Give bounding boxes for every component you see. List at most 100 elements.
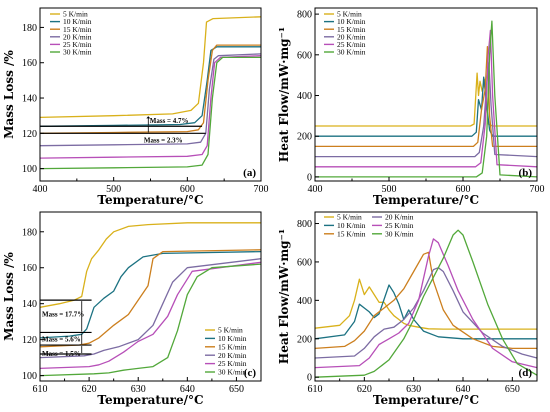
- chart-panel-d: 610 620 630 640 650 0 200 400 600 800 Temperature/…: [277, 211, 538, 407]
- y-tick-label: 600: [297, 257, 312, 268]
- x-tick-label: 630: [406, 384, 421, 395]
- series-line-10k: [314, 284, 537, 340]
- y-tick-label: 800: [297, 10, 312, 21]
- chart-panel-b: 400 500 600 700 0 200 400 600 800 Temperature/°C H…: [277, 7, 545, 207]
- x-axis-title: Temperature/°C: [97, 193, 203, 207]
- x-tick-label: 650: [229, 384, 244, 395]
- legend-entry: 25 K/min: [63, 40, 92, 49]
- y-axis-title: Heat Flow/mW·mg⁻¹: [277, 27, 291, 162]
- legend-entry: 20 K/min: [385, 213, 414, 222]
- legend-entry: 5 K/min: [337, 213, 362, 222]
- series-line-15k: [315, 46, 537, 148]
- x-tick-label: 500: [106, 184, 121, 195]
- legend-entry: 15 K/min: [63, 25, 92, 34]
- x-tick-label: 400: [308, 184, 323, 195]
- x-tick-label: 700: [254, 184, 269, 195]
- series-line-25k: [315, 29, 538, 168]
- legend-entry: 20 K/min: [63, 32, 92, 41]
- series-line-30k: [314, 229, 538, 378]
- legend-entry: 30 K/min: [385, 229, 414, 238]
- annotation-text: Mass = 1.5%: [42, 350, 81, 358]
- y-tick-label: 140: [22, 299, 37, 310]
- y-tick-label: 160: [22, 58, 37, 69]
- x-tick-label: 610: [33, 384, 48, 395]
- series-line-5k: [39, 16, 262, 119]
- y-axis-title: Heat Flow/mW·mg⁻¹: [277, 229, 291, 364]
- series-line-30k: [39, 263, 262, 377]
- x-tick-label: 620: [357, 384, 372, 395]
- series-line-15k: [314, 251, 537, 350]
- x-tick-label: 640: [456, 384, 471, 395]
- y-tick-label: 180: [22, 23, 37, 34]
- y-tick-label: 0: [307, 172, 312, 183]
- x-axis-title: Temperature/°C: [373, 393, 479, 407]
- x-tick-label: 650: [505, 384, 520, 395]
- legend-entry: 30 K/min: [337, 48, 366, 57]
- y-tick-label: 180: [22, 227, 37, 238]
- panel-label: (c): [244, 367, 257, 379]
- series-line-25k: [314, 238, 538, 369]
- legend-entry: 25 K/min: [385, 221, 414, 230]
- legend-entry: 30 K/min: [63, 48, 92, 57]
- series-line-5k: [314, 278, 537, 330]
- panel-label: (b): [519, 167, 533, 179]
- legend-entry: 5 K/min: [218, 326, 243, 335]
- series-line-15k: [39, 44, 261, 134]
- series-line-20k: [314, 267, 538, 359]
- series-line-15k: [39, 249, 262, 348]
- plot-frame: [314, 211, 538, 382]
- x-axis-title: Temperature/°C: [373, 193, 479, 207]
- series-line-5k: [39, 222, 261, 308]
- y-tick-label: 120: [22, 335, 37, 346]
- legend-entry: 25 K/min: [218, 359, 247, 368]
- x-tick-label: 400: [33, 184, 48, 195]
- legend-entry: 5 K/min: [63, 10, 88, 19]
- legend-entry: 5 K/min: [337, 10, 362, 19]
- annotation-text: Mass = 2.3%: [144, 136, 183, 144]
- legend-entry: 15 K/min: [337, 229, 366, 238]
- x-tick-label: 500: [382, 184, 397, 195]
- legend-entry: 10 K/min: [218, 334, 247, 343]
- legend-entry: 30 K/min: [218, 368, 247, 377]
- arrow-head: [146, 116, 151, 119]
- panel-label: (d): [519, 367, 533, 379]
- legend-entry: 10 K/min: [337, 221, 366, 230]
- y-tick-label: 100: [22, 164, 37, 175]
- annotation-text: Mass = 17.7%: [42, 310, 84, 318]
- y-tick-label: 800: [297, 219, 312, 230]
- legend-entry: 20 K/min: [337, 32, 366, 41]
- y-tick-label: 100: [22, 371, 37, 382]
- x-tick-label: 600: [456, 184, 471, 195]
- series-line-20k: [39, 53, 262, 147]
- y-tick-label: 160: [22, 263, 37, 274]
- legend-entry: 20 K/min: [218, 351, 247, 360]
- annotation-text: Mass = 4.7%: [150, 117, 189, 125]
- y-axis-title: Mass Loss /%: [2, 50, 16, 139]
- legend-entry: 15 K/min: [337, 25, 366, 34]
- annotations-a: Mass = 4.7% Mass = 2.3%: [40, 116, 206, 144]
- annotation-text: Mass = 5.6%: [42, 336, 81, 344]
- y-tick-label: 120: [22, 129, 37, 140]
- y-tick-label: 400: [297, 91, 312, 102]
- y-tick-label: 400: [297, 296, 312, 307]
- plot-frame: [39, 211, 262, 382]
- series-line-5k: [315, 72, 537, 127]
- legend-entry: 25 K/min: [337, 40, 366, 49]
- y-tick-label: 200: [297, 132, 312, 143]
- x-axis-title: Temperature/°C: [97, 393, 203, 407]
- panel-label: (a): [243, 167, 256, 179]
- y-tick-label: 0: [307, 373, 312, 384]
- series-line-25k: [39, 55, 262, 159]
- y-axis-title: Mass Loss /%: [2, 252, 16, 341]
- legend-entry: 10 K/min: [63, 17, 92, 26]
- x-tick-label: 620: [82, 384, 97, 395]
- x-tick-label: 600: [180, 184, 195, 195]
- series-line-10k: [39, 250, 262, 339]
- chart-panel-a: 400 500 600 700 100 120 140 160 180 Temperature/°…: [2, 7, 269, 207]
- annotations-c: Mass = 17.7% Mass = 5.6% Mass = 1.5%: [40, 299, 92, 358]
- y-tick-label: 200: [297, 334, 312, 345]
- y-tick-label: 600: [297, 50, 312, 61]
- x-tick-label: 640: [180, 384, 195, 395]
- legend-entry: 10 K/min: [337, 17, 366, 26]
